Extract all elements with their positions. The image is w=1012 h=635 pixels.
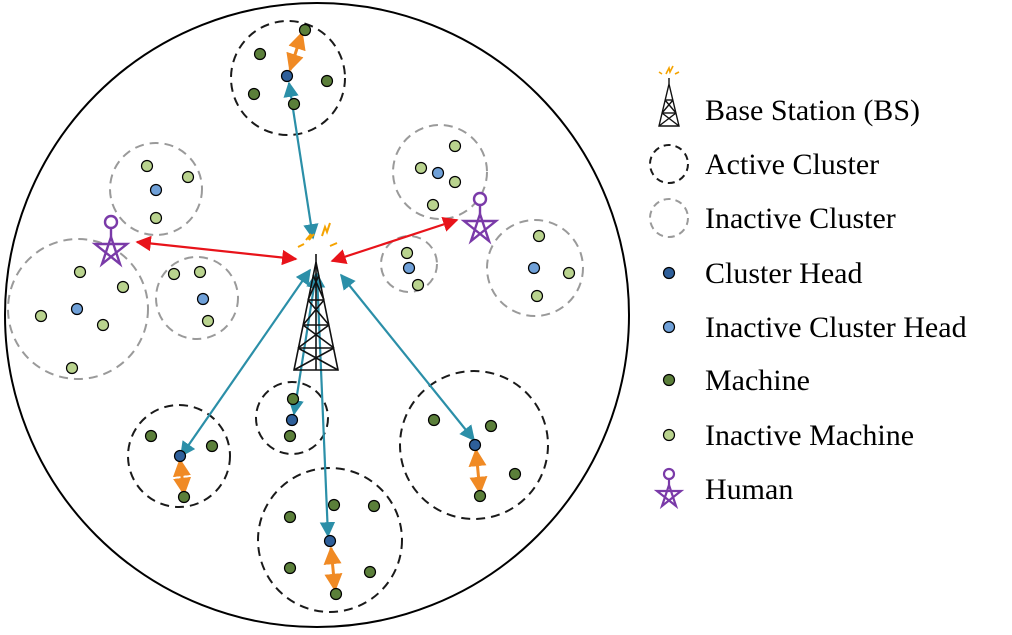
bs-link <box>180 268 311 458</box>
inactive-machine-node <box>448 139 462 153</box>
nodes <box>34 23 576 601</box>
inactive-cluster-head-node <box>431 166 445 180</box>
legend-human-icon <box>653 467 685 510</box>
bs-links <box>180 81 475 538</box>
inactive-cluster <box>380 235 438 293</box>
human-links <box>135 217 459 266</box>
inactive-cluster-head-node <box>70 302 84 316</box>
machine-node <box>427 413 441 427</box>
inactive-machine-node <box>562 266 576 280</box>
legend-label-inactive-machine: Inactive Machine <box>705 419 914 452</box>
legend-inactive-machine-icon <box>662 428 676 442</box>
machine-node <box>247 87 261 101</box>
inactive-machine-node <box>116 280 130 294</box>
ch-link <box>323 546 343 592</box>
legend-label-inactive-cluster-head: Inactive Cluster Head <box>705 311 967 344</box>
machine-node <box>144 429 158 443</box>
machine-node <box>320 74 334 88</box>
human-icon <box>91 214 131 268</box>
inactive-machine-node <box>530 289 544 303</box>
inactive-cluster-head-node <box>196 292 210 306</box>
inactive-machine-node <box>96 318 110 332</box>
bs-link <box>309 272 336 538</box>
ch-link <box>468 448 488 495</box>
ch-link <box>286 31 306 72</box>
legend-label-machine: Machine <box>705 364 810 397</box>
inactive-cluster <box>109 142 203 236</box>
legend-base-station-icon <box>658 65 680 127</box>
machine-node <box>286 392 300 406</box>
cluster-head-node <box>173 449 187 463</box>
inactive-machine-node <box>426 198 440 212</box>
cluster-head-node <box>285 413 299 427</box>
machine-node <box>473 489 487 503</box>
machine-node <box>287 97 301 111</box>
machine-node <box>484 419 498 433</box>
cluster-head-node <box>468 438 482 452</box>
legend-machine-icon <box>662 373 676 387</box>
cluster-head-node <box>280 69 294 83</box>
machine-node <box>283 561 297 575</box>
legend-label-human: Human <box>705 473 793 506</box>
machine-node <box>367 499 381 513</box>
inactive-machine-node <box>181 170 195 184</box>
legend-label-cluster-head: Cluster Head <box>705 257 862 290</box>
inactive-cluster <box>7 238 149 380</box>
legend-inactive-cluster-head-icon <box>662 320 676 334</box>
inactive-machine-node <box>532 229 546 243</box>
inactive-machine-node <box>149 211 163 225</box>
legend-cluster-head-icon <box>662 266 676 280</box>
inactive-machine-node <box>73 265 87 279</box>
base-station-icon <box>293 222 339 371</box>
cluster-head-node <box>323 534 337 548</box>
legend-inactive-cluster-icon <box>649 198 689 238</box>
machine-node <box>508 467 522 481</box>
legend-label-inactive-cluster: Inactive Cluster <box>705 202 896 235</box>
legend-active-cluster-icon <box>649 144 689 184</box>
machine-node <box>283 429 297 443</box>
human-icon <box>460 191 500 245</box>
inactive-machine-node <box>448 175 462 189</box>
ch-links <box>172 31 488 592</box>
inactive-machine-node <box>65 361 79 375</box>
inactive-cluster-head-node <box>149 183 163 197</box>
human-link <box>135 235 298 266</box>
inactive-machine-node <box>34 309 48 323</box>
inactive-machine-node <box>400 246 414 260</box>
inactive-cluster <box>392 124 488 220</box>
inactive-cluster-head-node <box>402 261 416 275</box>
machine-node <box>327 498 341 512</box>
bs-link <box>288 272 322 416</box>
machine-node <box>253 47 267 61</box>
inactive-machine-node <box>414 161 428 175</box>
human-link <box>330 217 459 264</box>
inactive-machine-node <box>411 278 425 292</box>
machine-node <box>205 439 219 453</box>
inactive-cluster <box>486 219 584 317</box>
inactive-machine-node <box>167 267 181 281</box>
inactive-machine-node <box>140 159 154 173</box>
legend-label-active-cluster: Active Cluster <box>705 148 879 181</box>
coverage-area <box>4 2 630 628</box>
machine-node <box>329 587 343 601</box>
machine-node <box>177 490 191 504</box>
inactive-machine-node <box>201 314 215 328</box>
inactive-machine-node <box>193 265 207 279</box>
bs-link <box>340 273 475 442</box>
machine-node <box>298 23 312 37</box>
legend-label-base-station: Base Station (BS) <box>705 94 920 127</box>
inactive-cluster-head-node <box>527 261 541 275</box>
ch-link <box>172 458 192 496</box>
active-cluster <box>230 20 346 136</box>
legend: Base Station (BS) Active Cluster Inactiv… <box>649 65 967 510</box>
machine-node <box>363 565 377 579</box>
machine-node <box>283 510 297 524</box>
